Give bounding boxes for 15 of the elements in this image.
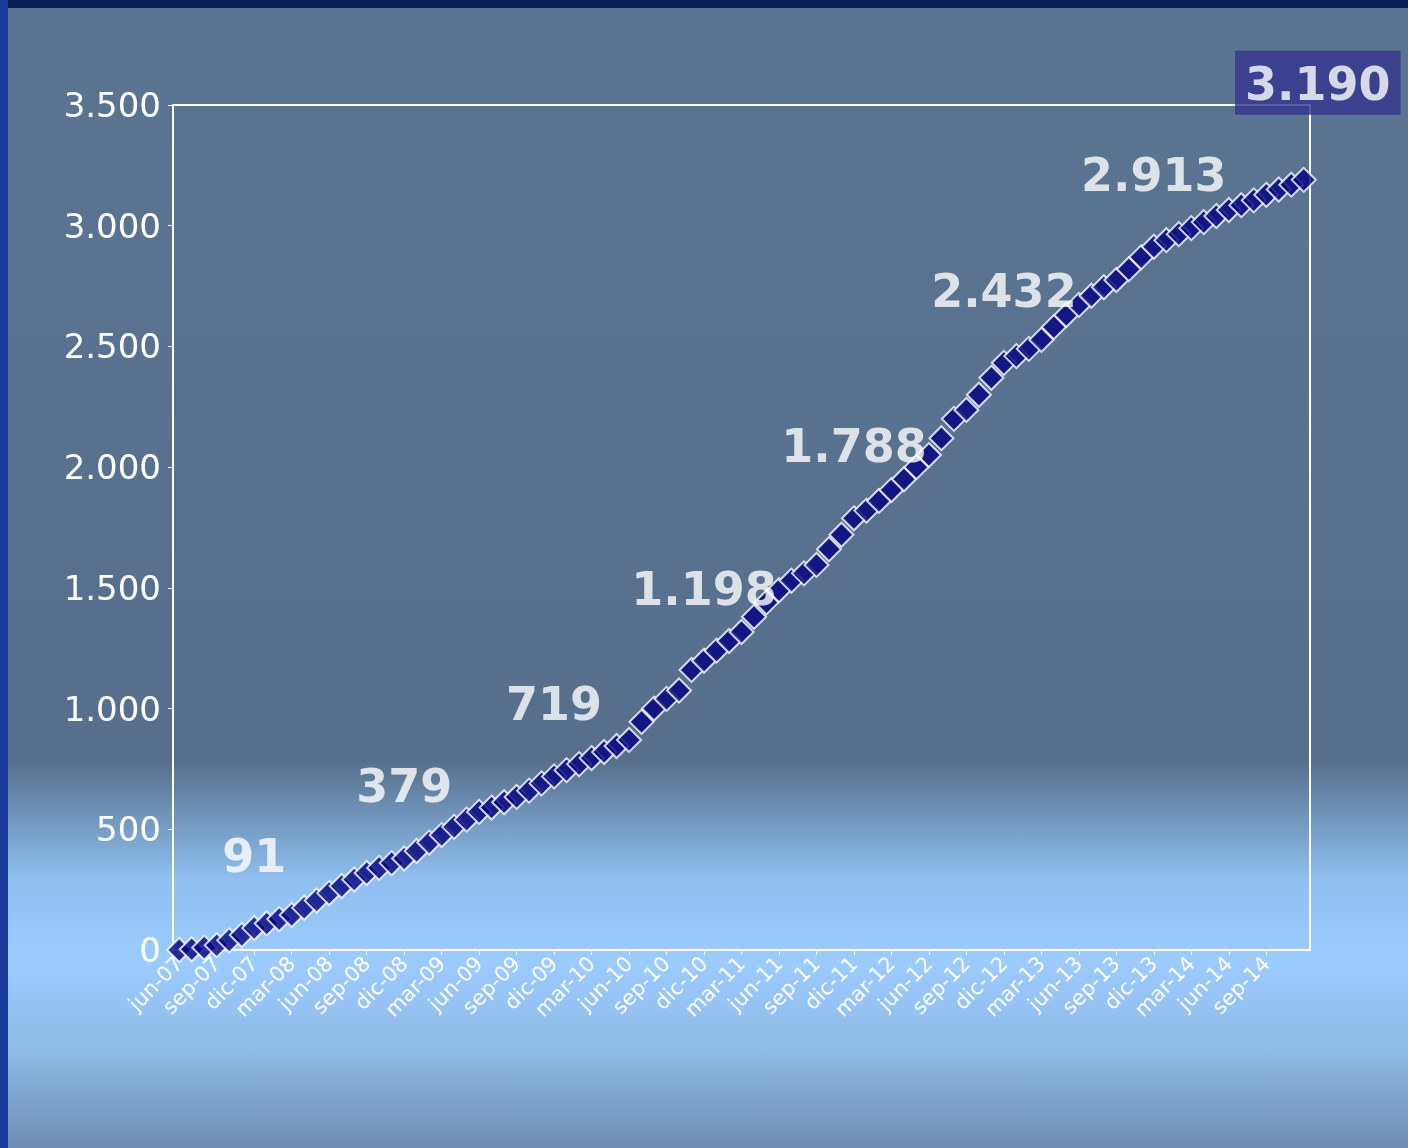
- data-label: 2.913: [1081, 147, 1227, 202]
- data-label: 2.432: [931, 263, 1077, 318]
- y-tick-label: 3.500: [63, 85, 161, 125]
- y-tick-label: 2.500: [63, 326, 161, 367]
- data-label: 1.198: [631, 561, 777, 616]
- y-tick-label: 2.000: [63, 447, 161, 488]
- y-tick-label: 500: [96, 809, 161, 850]
- data-label: 91: [222, 829, 287, 884]
- data-label: 3.190: [1244, 56, 1391, 111]
- data-label: 719: [506, 677, 603, 732]
- data-label: 1.788: [781, 419, 927, 474]
- data-label: 379: [356, 759, 453, 814]
- y-tick-label: 1.000: [63, 688, 161, 729]
- y-tick-label: 1.500: [63, 567, 161, 608]
- y-tick-label: 3.000: [63, 205, 161, 246]
